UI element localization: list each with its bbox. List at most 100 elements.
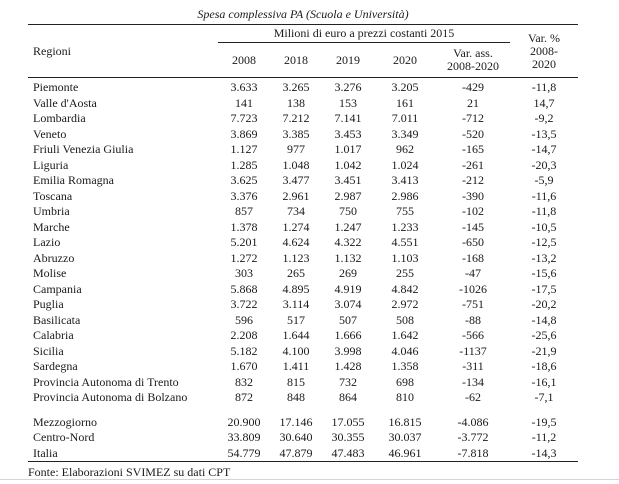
table-row: Emilia Romagna 3.625 3.477 3.451 3.413 -212 -5…	[28, 173, 578, 189]
value-cell: 1.428	[334, 359, 362, 373]
value-cell: 1.024	[391, 157, 419, 172]
value-cell: 20.900	[227, 414, 261, 429]
page-bottom-border	[0, 479, 619, 480]
value-cell: -16,1	[531, 374, 557, 389]
table-row: Basilicata 596 517 507 508 -88 -14,8	[28, 313, 578, 329]
value-cell: 30.037	[388, 430, 422, 444]
table-title: Spesa complessiva PA (Scuola e Universit…	[28, 4, 578, 25]
value-cell: -11,8	[531, 80, 557, 94]
value-cell: -134	[462, 374, 484, 389]
column-header-var-ass: Var. ass. 2008-2020	[436, 42, 510, 78]
value-cell: 7.011	[391, 111, 419, 125]
value-cell: -165	[462, 142, 484, 156]
value-cell: 1.644	[282, 328, 310, 342]
column-header-2020: 2020	[374, 42, 436, 78]
value-cell: 755	[396, 204, 414, 218]
region-name-cell: Marche	[33, 219, 70, 234]
value-cell: 857	[235, 204, 253, 218]
value-cell: 4.842	[391, 281, 419, 296]
value-cell: -21,9	[531, 343, 557, 358]
value-cell: 1.247	[334, 219, 362, 234]
value-cell: 1.666	[334, 328, 362, 342]
value-cell: 4.624	[282, 235, 310, 249]
value-cell: -5,9	[534, 173, 554, 187]
value-cell: 1.017	[334, 142, 362, 156]
value-cell: 1.272	[230, 250, 258, 265]
region-name-cell: Piemonte	[33, 80, 79, 94]
region-name-cell: Abruzzo	[33, 250, 75, 265]
column-header-2008: 2008	[218, 42, 270, 78]
value-cell: -102	[462, 204, 484, 218]
value-cell: 750	[339, 204, 357, 218]
region-name-cell: Mezzogiorno	[33, 414, 97, 429]
value-cell: 47.483	[322, 445, 374, 462]
value-cell: -650	[462, 235, 484, 249]
value-cell: 832	[235, 374, 253, 389]
value-cell: -261	[462, 157, 484, 172]
region-name-cell: Provincia Autonoma di Trento	[33, 374, 179, 389]
value-cell: 7.723	[230, 111, 258, 125]
value-cell: -13,5	[531, 126, 557, 141]
summary-rows: Mezzogiorno 20.900 17.146 17.055 16.815 -4.08…	[28, 406, 578, 462]
value-cell: -751	[462, 297, 484, 311]
region-name-cell: Campania	[33, 281, 82, 296]
value-cell: 1.670	[230, 359, 258, 373]
value-cell: -88	[465, 312, 481, 327]
value-cell: 3.413	[391, 173, 419, 187]
table-row: Valle d'Aosta 141 138 153 161 21 14,7	[28, 96, 578, 112]
value-cell: 46.961	[374, 445, 436, 462]
table-row: Lazio 5.201 4.624 4.322 4.551 -650 -12,5	[28, 235, 578, 251]
value-cell: 698	[396, 374, 414, 389]
value-cell: -9,2	[534, 111, 554, 125]
value-cell: 3.114	[282, 297, 310, 311]
region-name-cell: Valle d'Aosta	[33, 95, 97, 110]
value-cell: -15,6	[531, 266, 557, 280]
value-cell: 2.961	[282, 188, 310, 203]
value-cell: 3.477	[282, 173, 310, 187]
table-row: Piemonte 3.633 3.265 3.276 3.205 -429 -11,8	[28, 78, 578, 96]
value-cell: -4.086	[457, 414, 489, 429]
value-cell: -390	[462, 188, 484, 203]
value-cell: 1.127	[230, 142, 258, 156]
value-cell: 977	[287, 142, 305, 156]
value-cell: 1.274	[282, 219, 310, 234]
table-row: Italia 54.779 47.879 47.483 46.961 -7.818 -14,…	[28, 445, 578, 462]
table-row: Liguria 1.285 1.048 1.042 1.024 -261 -20,3	[28, 158, 578, 174]
spesa-pa-table: Regioni Milioni di euro a prezzi costant…	[28, 25, 578, 462]
table-row: Marche 1.378 1.274 1.247 1.233 -145 -10,5	[28, 220, 578, 236]
value-cell: -429	[462, 80, 484, 94]
value-cell: 303	[235, 266, 253, 280]
value-cell: 1.048	[282, 157, 310, 172]
value-cell: -14,3	[510, 445, 578, 462]
value-cell: 141	[235, 95, 253, 110]
value-cell: -7.818	[436, 445, 510, 462]
value-cell: 3.869	[230, 126, 258, 141]
region-name-cell: Basilicata	[33, 312, 81, 327]
value-cell: 1.233	[391, 219, 419, 234]
source-note: Fonte: Elaborazioni SVIMEZ su dati CPT	[28, 465, 231, 479]
value-cell: 3.349	[391, 126, 419, 141]
value-cell: 161	[396, 95, 414, 110]
table-row: Veneto 3.869 3.385 3.453 3.349 -520 -13,5	[28, 127, 578, 143]
region-name-cell: Toscana	[33, 188, 73, 203]
value-cell: 3.625	[230, 173, 258, 187]
region-name-cell: Sardegna	[33, 359, 78, 373]
table-row: Umbria 857 734 750 755 -102 -11,8	[28, 204, 578, 220]
value-cell: -11,2	[531, 430, 557, 444]
value-cell: -168	[462, 250, 484, 265]
value-cell: 5.182	[230, 343, 258, 358]
table-row: Provincia Autonoma di Bolzano 872 848 864 81…	[28, 390, 578, 406]
value-cell: 153	[339, 95, 357, 110]
region-name-cell: Sicilia	[33, 343, 64, 358]
value-cell: -47	[465, 266, 481, 280]
value-cell: -11,6	[531, 188, 557, 203]
value-cell: 1.103	[391, 250, 419, 265]
value-cell: 734	[287, 204, 305, 218]
value-cell: 7.212	[282, 111, 310, 125]
value-cell: 1.123	[282, 250, 310, 265]
value-cell: 33.809	[227, 430, 261, 444]
region-name-cell: Veneto	[33, 126, 67, 141]
value-cell: 21	[467, 95, 479, 110]
value-cell: -212	[462, 173, 484, 187]
